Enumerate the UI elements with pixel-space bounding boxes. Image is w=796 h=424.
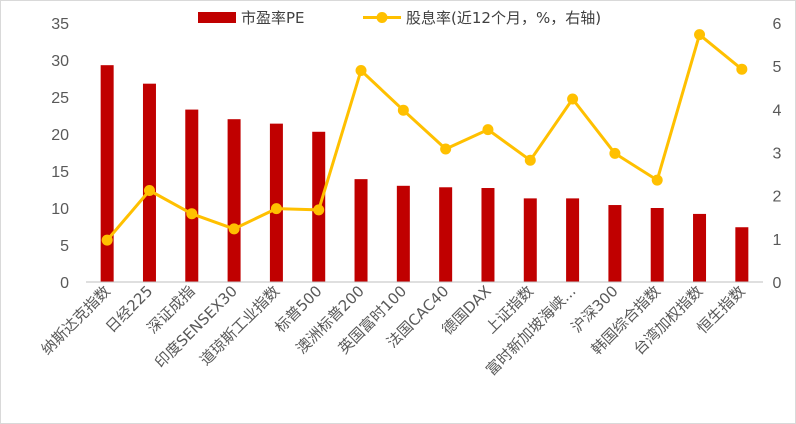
pe-bar <box>566 198 580 282</box>
pe-bar <box>650 208 664 282</box>
dividend-point <box>567 93 579 105</box>
x-axis-labels: 纳斯达克指数日经225深证成指印度SENSEX30道琼斯工业指数标普500澳洲标… <box>38 282 749 379</box>
dividend-point <box>397 104 409 116</box>
y-axis-left: 0 5 10 15 20 25 30 35 <box>51 16 69 292</box>
y-left-tick-label: 30 <box>51 53 69 70</box>
y-right-tick-label: 4 <box>773 102 782 119</box>
legend-swatch-pe <box>198 12 236 23</box>
y-left-tick-label: 5 <box>60 238 69 255</box>
y-right-tick-label: 1 <box>773 232 782 249</box>
legend-label-pe: 市盈率PE <box>241 9 305 27</box>
y-axis-right: 0 1 2 3 4 5 6 <box>773 16 782 292</box>
dividend-point <box>651 174 663 186</box>
y-right-tick-label: 0 <box>773 275 782 292</box>
y-left-tick-label: 35 <box>51 16 69 33</box>
y-left-tick-label: 25 <box>51 90 69 107</box>
dividend-point <box>524 154 536 166</box>
y-right-tick-label: 2 <box>773 189 782 206</box>
pe-bar <box>354 179 368 282</box>
dividend-line <box>106 33 743 242</box>
pe-bar <box>608 205 622 282</box>
legend: 市盈率PE 股息率(近12个月，%，右轴) <box>198 9 601 27</box>
y-right-tick-label: 5 <box>773 59 782 76</box>
pe-bar <box>269 123 283 282</box>
y-left-tick-label: 20 <box>51 127 69 144</box>
dividend-point <box>736 63 748 75</box>
legend-label-dividend: 股息率(近12个月，%，右轴) <box>406 9 601 27</box>
pe-bar <box>227 119 241 282</box>
y-left-tick-label: 0 <box>60 275 69 292</box>
line-series <box>101 29 748 246</box>
dividend-point <box>228 223 240 235</box>
y-left-tick-label: 15 <box>51 164 69 181</box>
pe-bar <box>735 227 749 282</box>
pe-bar <box>396 185 410 282</box>
pe-bar <box>693 213 707 282</box>
pe-bar <box>523 198 537 282</box>
y-right-tick-label: 3 <box>773 146 782 163</box>
dividend-point <box>270 203 282 215</box>
pe-bar <box>100 65 114 283</box>
pe-bar <box>439 187 453 282</box>
dividend-point <box>355 64 367 76</box>
x-category-label: 纳斯达克指数 <box>38 282 114 358</box>
dividend-point <box>186 208 198 220</box>
dividend-point <box>694 29 706 41</box>
pe-bar <box>185 109 199 282</box>
dividend-point <box>143 184 155 196</box>
pe-bar <box>481 188 495 282</box>
y-right-tick-label: 6 <box>773 16 782 33</box>
dividend-point <box>440 143 452 155</box>
dividend-point <box>313 204 325 216</box>
dividend-point <box>609 147 621 159</box>
bar-series <box>100 65 749 283</box>
legend-swatch-dividend-marker <box>376 12 388 23</box>
pe-bar <box>142 83 156 283</box>
dividend-point <box>482 124 494 136</box>
y-left-tick-label: 10 <box>51 201 69 218</box>
dividend-point <box>101 234 113 246</box>
